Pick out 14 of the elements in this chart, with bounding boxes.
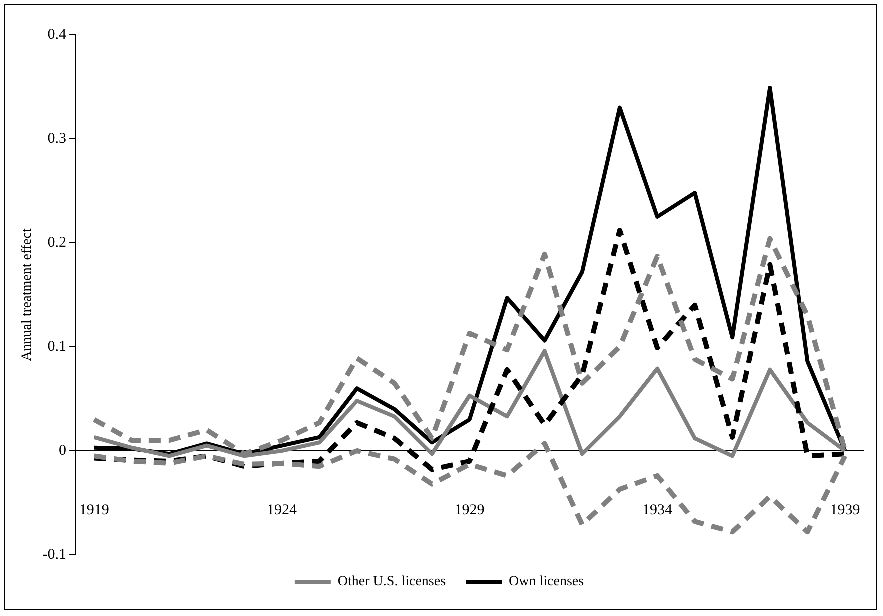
x-tick-label: 1939 xyxy=(830,502,860,518)
y-tick-label: -0.1 xyxy=(42,546,67,563)
x-tick-label: 1924 xyxy=(267,502,298,518)
y-tick-label: 0 xyxy=(59,442,67,459)
y-tick-label: 0.3 xyxy=(48,130,67,147)
legend-label: Other U.S. licenses xyxy=(338,574,446,590)
x-tick-label: 1919 xyxy=(79,502,110,518)
legend-label: Own licenses xyxy=(509,574,584,590)
y-tick-label: 0.1 xyxy=(48,338,67,355)
x-tick-label: 1934 xyxy=(642,502,673,518)
y-tick-label: 0.4 xyxy=(48,26,68,43)
y-tick-label: 0.2 xyxy=(48,234,67,251)
x-tick-label: 1929 xyxy=(454,502,485,518)
y-axis-title: Annual treatment effect xyxy=(20,228,36,362)
